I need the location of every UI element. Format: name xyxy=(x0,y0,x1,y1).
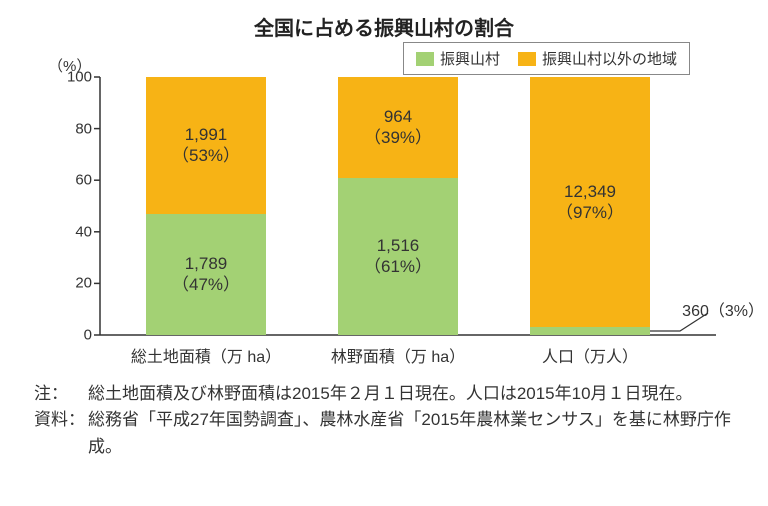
legend-swatch-1 xyxy=(518,52,536,66)
bar: 1,991（53%）1,789（47%） xyxy=(146,77,266,335)
y-tick-label: 60 xyxy=(56,172,92,189)
bar-segment-other: 964（39%） xyxy=(338,77,458,178)
y-tick-label: 0 xyxy=(56,327,92,344)
bar-segment-other: 1,991（53%） xyxy=(146,77,266,214)
note-label: 注： xyxy=(34,381,88,407)
legend-item-0: 振興山村 xyxy=(416,48,500,69)
bar: 12,349（97%） xyxy=(530,77,650,335)
y-tick-label: 80 xyxy=(56,120,92,137)
legend: 振興山村 振興山村以外の地域 xyxy=(403,42,690,75)
bar-segment-sanson: 1,789（47%） xyxy=(146,214,266,335)
legend-item-1: 振興山村以外の地域 xyxy=(518,48,677,69)
bar: 964（39%）1,516（61%） xyxy=(338,77,458,335)
chart-title: 全国に占める振興山村の割合 xyxy=(30,12,738,41)
y-tick-label: 100 xyxy=(56,69,92,86)
x-category-label: 総土地面積（万 ha） xyxy=(111,343,301,367)
x-category-label: 林野面積（万 ha） xyxy=(303,343,493,367)
source-text: 総務省「平成27年国勢調査」、農林水産省「2015年農林業センサス」を基に林野庁… xyxy=(88,407,738,460)
legend-swatch-0 xyxy=(416,52,434,66)
chart-plot: （%） 020406080100 1,991（53%）1,789（47%）964… xyxy=(100,77,720,335)
x-category-label: 人口（万人） xyxy=(495,343,685,367)
legend-label-1: 振興山村以外の地域 xyxy=(542,48,677,69)
bar-segment-sanson: 1,516（61%） xyxy=(338,178,458,335)
legend-label-0: 振興山村 xyxy=(440,48,500,69)
y-tick-label: 20 xyxy=(56,275,92,292)
bar-segment-other: 12,349（97%） xyxy=(530,77,650,327)
note-text: 総土地面積及び林野面積は2015年２月１日現在。人口は2015年10月１日現在。 xyxy=(88,381,738,407)
y-tick-label: 40 xyxy=(56,223,92,240)
source-label: 資料： xyxy=(34,407,88,460)
bars-container: 1,991（53%）1,789（47%） 964（39%）1,516（61%） 12… xyxy=(100,77,720,335)
notes: 注： 総土地面積及び林野面積は2015年２月１日現在。人口は2015年10月１日… xyxy=(30,381,738,460)
bar-segment-sanson xyxy=(530,327,650,335)
callout-text: 360（3%） xyxy=(682,297,764,321)
